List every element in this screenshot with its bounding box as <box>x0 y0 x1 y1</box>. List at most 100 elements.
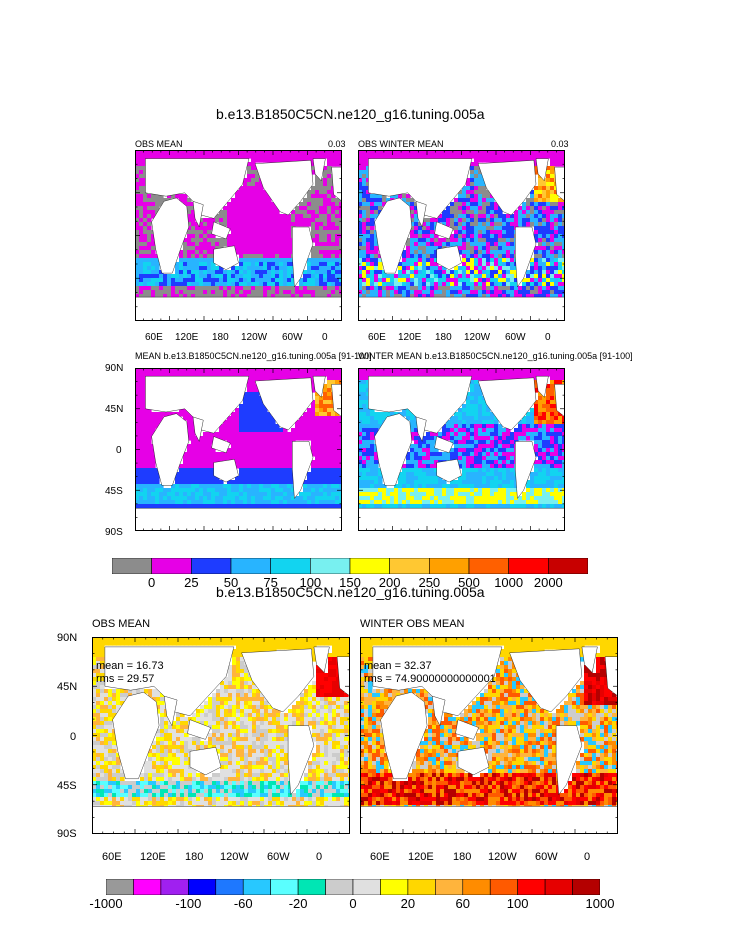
lon-tick: 0 <box>322 332 328 343</box>
land-mass <box>254 377 314 431</box>
lon-tick: 60E <box>370 851 390 863</box>
lon-tick: 120W <box>488 851 517 863</box>
colorbar-label: 250 <box>418 575 441 590</box>
land-mass <box>374 413 413 486</box>
land-mass <box>415 201 427 228</box>
land-mass <box>434 221 454 240</box>
lon-tick: 60W <box>267 851 290 863</box>
land-mass <box>112 691 160 780</box>
lat-tick: 0 <box>116 445 122 456</box>
colorbar-swatch <box>160 879 189 895</box>
land-mass <box>415 416 427 443</box>
lon-tick: 0 <box>584 851 591 863</box>
colorbar-label: -100 <box>175 896 202 911</box>
lon-tick: 60E <box>368 332 386 343</box>
lower-panel1-rms: rms = 29.57 <box>96 673 155 685</box>
land-mass <box>436 245 462 270</box>
colorbar-label: 100 <box>299 575 322 590</box>
colorbar-label: 2000 <box>533 575 563 590</box>
land-mass <box>135 507 342 531</box>
lon-tick: 0 <box>545 332 551 343</box>
model-mean-map <box>135 368 342 531</box>
lon-tick: 120W <box>241 332 268 343</box>
colorbar-label: 1000 <box>494 575 524 590</box>
colorbar-label: -1000 <box>89 896 123 911</box>
lon-tick: 120E <box>408 851 434 863</box>
lon-tick: 60E <box>145 332 163 343</box>
land-mass <box>312 375 326 398</box>
lat-tick: 90N <box>105 363 124 374</box>
land-mass <box>358 507 565 531</box>
land-mass <box>189 747 222 776</box>
land-mass <box>380 691 428 780</box>
panel2-left-label: OBS WINTER MEAN <box>358 139 444 149</box>
land-mass <box>477 160 537 216</box>
colorbar-label: -60 <box>233 896 253 911</box>
colorbar-label: 25 <box>184 575 199 590</box>
land-mass <box>434 436 454 454</box>
land-mass <box>515 441 537 499</box>
lower-panel1-mean: mean = 16.73 <box>96 660 164 672</box>
colorbar-swatch <box>188 879 217 895</box>
land-mass <box>374 197 413 274</box>
obs-mean-map <box>135 150 342 321</box>
lat-tick: 45S <box>57 780 77 792</box>
lat-tick: 45N <box>105 404 124 415</box>
lon-tick: 120E <box>175 332 199 343</box>
land-mass <box>358 296 565 321</box>
lower-figure-title: b.e13.B1850C5CN.ne120_g16.tuning.005a <box>216 584 485 600</box>
colorbar-swatch <box>468 558 509 574</box>
land-mass <box>187 719 211 740</box>
land-mass <box>555 725 583 796</box>
lat-tick: 90S <box>105 527 123 538</box>
colorbar-label: 1000 <box>585 896 615 911</box>
colorbar-swatch <box>508 558 549 574</box>
land-mass <box>254 160 314 216</box>
lon-tick: 60W <box>282 332 303 343</box>
lat-tick: 45N <box>57 681 78 693</box>
land-mass <box>312 158 326 182</box>
colorbar-label: 500 <box>458 575 480 590</box>
upper-colorbar <box>112 558 588 574</box>
colorbar-swatch <box>489 879 518 895</box>
panel2-right-label: 0.03 <box>551 139 569 149</box>
lon-tick: 180 <box>185 851 204 863</box>
lon-tick: 180 <box>435 332 452 343</box>
colorbar-swatch <box>352 879 381 895</box>
lon-tick: 120E <box>398 332 422 343</box>
land-mass <box>241 648 315 713</box>
colorbar-label: 50 <box>223 575 239 590</box>
lat-tick: 90N <box>57 632 78 644</box>
colorbar-swatch <box>106 879 134 895</box>
lat-tick: 90S <box>57 828 77 840</box>
land-mass <box>151 413 190 486</box>
colorbar-label: 200 <box>378 575 401 590</box>
lon-tick: 180 <box>212 332 229 343</box>
colorbar-swatch <box>151 558 192 574</box>
land-mass <box>535 375 549 398</box>
colorbar-swatch <box>270 879 299 895</box>
land-mass <box>151 197 190 274</box>
land-mass <box>292 441 314 499</box>
map-cells <box>358 150 565 299</box>
upper-figure-title: b.e13.B1850C5CN.ne120_g16.tuning.005a <box>216 106 485 122</box>
land-mass <box>192 416 204 443</box>
colorbar-swatch <box>133 879 162 895</box>
lower-panel2-label: WINTER OBS MEAN <box>360 618 465 630</box>
land-mass <box>457 747 490 776</box>
colorbar-label: -20 <box>288 896 308 911</box>
land-mass <box>509 648 583 713</box>
colorbar-swatch <box>112 558 152 574</box>
lon-tick: 180 <box>453 851 472 863</box>
map-cells <box>135 368 342 509</box>
lon-tick: 120W <box>464 332 491 343</box>
obs-winter-mean-map <box>358 150 565 321</box>
panel1-right-label: 0.03 <box>328 139 346 149</box>
land-mass <box>213 245 239 270</box>
land-mass <box>581 646 598 673</box>
colorbar-swatch <box>548 558 588 574</box>
colorbar-label: 100 <box>506 896 529 911</box>
colorbar-swatch <box>215 879 244 895</box>
land-mass <box>455 719 479 740</box>
colorbar-swatch <box>325 879 354 895</box>
